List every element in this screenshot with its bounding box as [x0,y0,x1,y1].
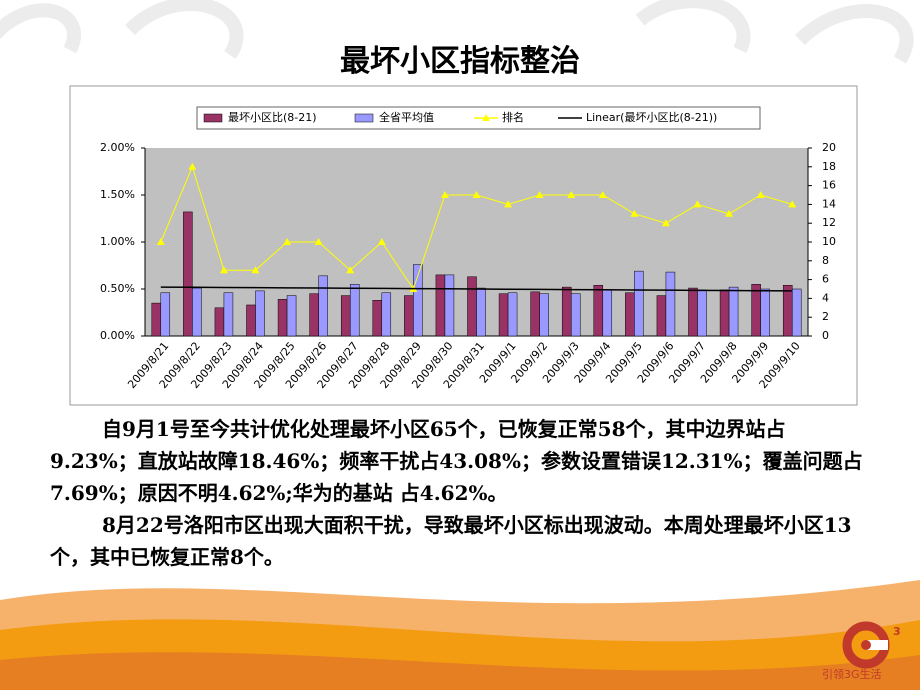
marker [346,266,355,274]
logo-mark: 3 [893,625,901,638]
bar [570,293,581,337]
marker [314,238,323,245]
marker [219,266,228,274]
marker [440,191,449,198]
bar [467,276,477,337]
bar [255,290,265,337]
y2-tick-label: 12 [822,216,836,229]
marker [156,238,165,245]
y2-tick-label: 20 [822,141,836,154]
bar [688,287,698,337]
slide-title: 最坏小区指标整治 [340,44,580,79]
bar [340,295,351,337]
bar [318,275,328,337]
bar [530,291,540,337]
marker [788,200,797,208]
bar [751,284,761,337]
y2-tick-label: 2 [822,310,829,323]
y-tick-label: 1.50% [100,188,135,201]
bar [223,292,234,337]
bar [309,293,319,337]
bar [782,284,793,337]
bar [539,293,549,337]
line [160,286,793,292]
y-tick-label: 0.50% [100,282,135,295]
bar [277,299,288,337]
legend-swatch [203,113,223,123]
marker [472,191,481,198]
y-tick-label: 2.00% [100,141,135,154]
marker [535,191,544,198]
bar [656,295,667,337]
body-text: 自9月1号至今共计优化处理最坏小区65个，已恢复正常58个，其中边界站占9.23… [50,413,872,573]
bar [214,307,225,337]
marker [504,200,513,208]
y2-tick-label: 18 [822,160,836,173]
y2-tick-label: 16 [822,179,836,192]
marker [693,200,702,208]
bar [625,292,635,337]
legend-swatch [354,113,374,123]
bar [593,284,604,337]
bar [413,264,423,337]
bar [372,300,383,337]
bar [634,270,644,337]
bar [151,302,162,337]
marker [756,191,765,198]
bar [183,211,193,337]
marker [283,238,292,245]
marker [630,209,639,217]
paragraph: 自9月1号至今共计优化处理最坏小区65个，已恢复正常58个，其中边界站占9.23… [50,417,863,505]
legend-label: 全省平均值 [379,110,434,124]
bar [476,287,486,337]
legend-label: 排名 [502,110,524,124]
y2-tick-label: 6 [822,273,829,286]
marker [661,219,670,227]
marker [377,238,386,245]
bar [160,292,171,337]
marker [188,162,197,170]
bar [697,289,707,337]
marker [567,191,576,198]
marker [725,209,734,217]
y-tick-label: 1.00% [100,235,135,248]
marker [598,191,607,198]
bar [665,271,676,337]
bar [286,295,297,337]
logo-slogan: 引领3G生活 [822,668,882,681]
bar [404,295,414,337]
bar [192,287,202,337]
bar [561,286,572,337]
y2-tick-label: 8 [822,254,829,267]
paragraph: 8月22号洛阳市区出现大面积干扰，导致最坏小区标出现波动。本周处理最坏小区13个… [50,513,852,569]
legend-label: 最坏小区比(8-21) [228,111,317,124]
bar [719,289,730,337]
bar [349,284,360,337]
bar [760,288,770,337]
y2-tick-label: 14 [822,197,836,210]
bar [728,286,739,337]
y2-tick-label: 10 [822,235,836,248]
y-tick-label: 0.00% [100,329,135,342]
legend-label: Linear(最坏小区比(8-21)) [586,111,717,124]
bar [498,293,509,337]
y2-tick-label: 4 [822,291,829,304]
bar [435,274,446,337]
bar [602,289,613,337]
bar [507,292,518,337]
bar [444,274,455,337]
bar [246,304,256,337]
bar [791,288,802,337]
legend-marker [482,114,490,121]
y2-tick-label: 0 [822,329,829,342]
bar [381,292,392,337]
marker [251,266,260,274]
